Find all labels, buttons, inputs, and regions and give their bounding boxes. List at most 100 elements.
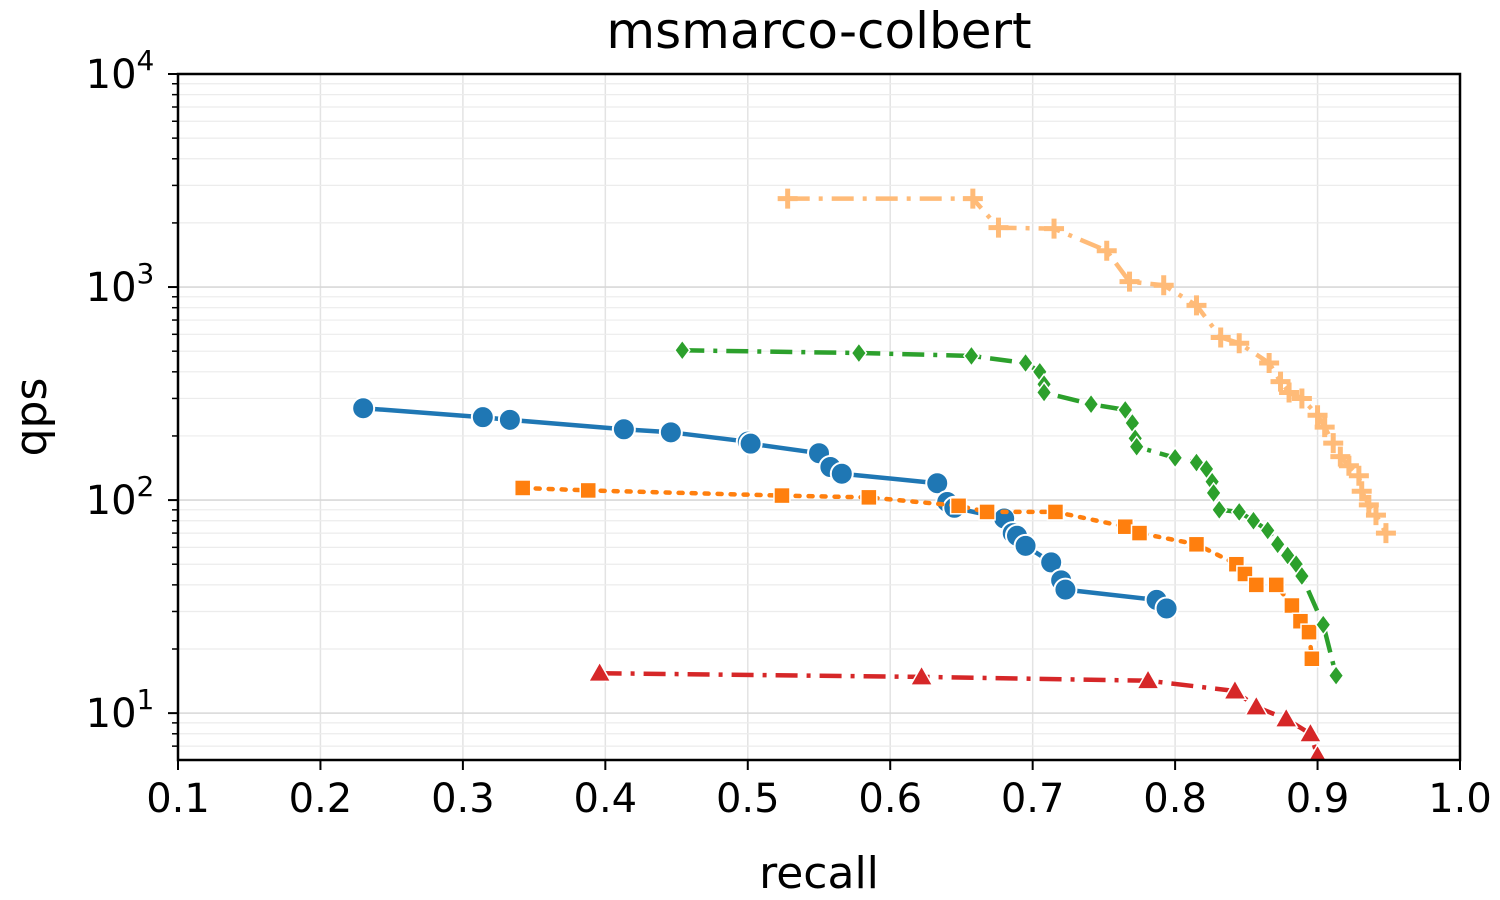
- series-blue-circle-point: [1039, 550, 1064, 575]
- plot-background: [178, 74, 1460, 760]
- series-peach-plus-point: [1358, 494, 1379, 515]
- x-tick-label: 0.6: [858, 776, 922, 822]
- series-red-triangle-point: [1273, 706, 1299, 728]
- series-peach-plus-point: [1314, 417, 1335, 438]
- series-blue-circle-point: [1013, 533, 1038, 558]
- series-blue-circle-point: [738, 431, 763, 456]
- series-peach-plus-point: [1365, 505, 1386, 526]
- y-tick-label: 101: [86, 683, 155, 737]
- series-peach-plus-point: [988, 217, 1009, 238]
- series-red-triangle-point: [1135, 668, 1161, 690]
- x-tick-label: 1.0: [1428, 776, 1492, 822]
- series-peach-plus-point: [1044, 218, 1065, 239]
- series-green-diamond-point: [1210, 498, 1228, 522]
- y-tick-label: 104: [86, 44, 155, 98]
- series-red-triangle-point: [909, 664, 934, 686]
- series-orange-square-point: [1247, 576, 1266, 594]
- series-orange-square-point: [513, 479, 532, 497]
- series-orange-square-point: [978, 503, 996, 521]
- y-tick-base: 10: [86, 478, 137, 524]
- series-peach-plus-point: [1351, 481, 1372, 502]
- series-green-diamond-point: [673, 339, 691, 362]
- series-green-diamond-point: [1327, 664, 1345, 687]
- y-tick-exponent: 4: [137, 44, 155, 77]
- series-blue-circle-point: [351, 396, 376, 421]
- series-peach-plus-point: [1259, 353, 1280, 374]
- series-green-diamond-point: [1128, 435, 1146, 458]
- series-peach-plus-point: [1348, 465, 1369, 486]
- series-peach-plus-point: [1307, 405, 1328, 426]
- series-red-triangle-point: [1222, 678, 1248, 701]
- series-blue-circle-point: [829, 461, 854, 486]
- series-peach-plus-point: [1186, 295, 1207, 316]
- series-orange-square-point: [1046, 503, 1065, 521]
- series-orange-square-point: [773, 486, 791, 505]
- series-peach-plus-point: [1229, 333, 1250, 354]
- series-blue-circle-point: [1053, 577, 1078, 602]
- series-green-diamond-point: [1245, 509, 1262, 532]
- series-peach-plus-point: [1291, 388, 1312, 409]
- series-blue-circle-point: [470, 405, 495, 430]
- series-red-triangle-point: [587, 660, 612, 683]
- y-tick-base: 10: [86, 265, 137, 311]
- ticks: 0.1 0.2 0.3 0.4 0.5 0.6 0.7 0.8 0.9 1.01011021031…: [86, 44, 1492, 822]
- series-peach-plus-point: [1210, 327, 1231, 348]
- series-red-triangle-point: [1298, 721, 1323, 743]
- y-axis-label: qps: [6, 378, 57, 457]
- series-peach-plus-point: [1323, 433, 1344, 454]
- series-peach-plus-point: [1338, 455, 1359, 476]
- x-tick-label: 0.1: [146, 776, 210, 822]
- series-peach-plus-point: [1096, 240, 1117, 261]
- series-green-diamond-point: [1017, 351, 1034, 375]
- series-orange-square-point: [579, 481, 597, 500]
- series-orange-square-line: [520, 485, 1315, 661]
- series-layer: [351, 188, 1396, 760]
- series-blue-circle-point: [611, 417, 636, 442]
- series-peach-plus-point: [1270, 371, 1291, 392]
- chart-title: msmarco-colbert: [606, 2, 1031, 60]
- series-red-triangle-point: [1244, 694, 1269, 716]
- series-green-diamond-point: [1314, 613, 1332, 636]
- series-green-diamond-point: [1166, 446, 1184, 470]
- series-orange-square-point: [1267, 576, 1285, 594]
- series-red-triangle-point: [1308, 743, 1328, 760]
- series-green-diamond-point: [1230, 500, 1248, 524]
- x-tick-label: 0.2: [289, 776, 353, 822]
- series-peach-plus-point: [962, 188, 983, 209]
- x-tick-label: 0.3: [431, 776, 495, 822]
- series-green-diamond-point: [1082, 392, 1100, 416]
- series-green-diamond-point: [1259, 519, 1277, 542]
- series-orange-square-point: [1130, 524, 1149, 542]
- series-orange-square-point: [949, 497, 968, 515]
- series-peach-plus-point: [1375, 523, 1396, 544]
- series-green-diamond-point: [1269, 533, 1287, 556]
- series-orange-square-point: [860, 488, 878, 507]
- x-axis-label: recall: [759, 848, 879, 899]
- series-green-diamond-point: [1035, 381, 1053, 404]
- y-tick-exponent: 3: [137, 257, 155, 290]
- series-orange-square-point: [1283, 596, 1301, 615]
- x-tick-label: 0.9: [1286, 776, 1350, 822]
- y-tick-label: 103: [86, 257, 155, 311]
- series-orange-square-point: [1187, 535, 1206, 554]
- x-tick-label: 0.7: [1001, 776, 1065, 822]
- series-peach-plus-point: [1153, 275, 1174, 296]
- series-orange-square-point: [1303, 649, 1321, 668]
- series-peach-plus-point: [1119, 271, 1140, 292]
- series-green-diamond-point: [962, 344, 980, 368]
- plot-frame: [176, 72, 1462, 762]
- y-tick-exponent: 2: [137, 470, 155, 503]
- series-peach-plus-point: [777, 188, 798, 209]
- x-tick-label: 0.4: [574, 776, 638, 822]
- y-tick-base: 10: [86, 691, 137, 737]
- series-green-diamond-point: [1293, 564, 1311, 588]
- series-blue-circle-point: [658, 420, 683, 445]
- series-peach-plus-point: [1279, 382, 1300, 403]
- series-blue-circle-point: [1154, 596, 1179, 621]
- x-tick-label: 0.5: [716, 776, 780, 822]
- series-blue-circle-point: [497, 407, 522, 432]
- series-blue-circle-point: [925, 471, 950, 496]
- y-tick-label: 102: [86, 470, 155, 524]
- series-green-diamond-point: [850, 341, 868, 365]
